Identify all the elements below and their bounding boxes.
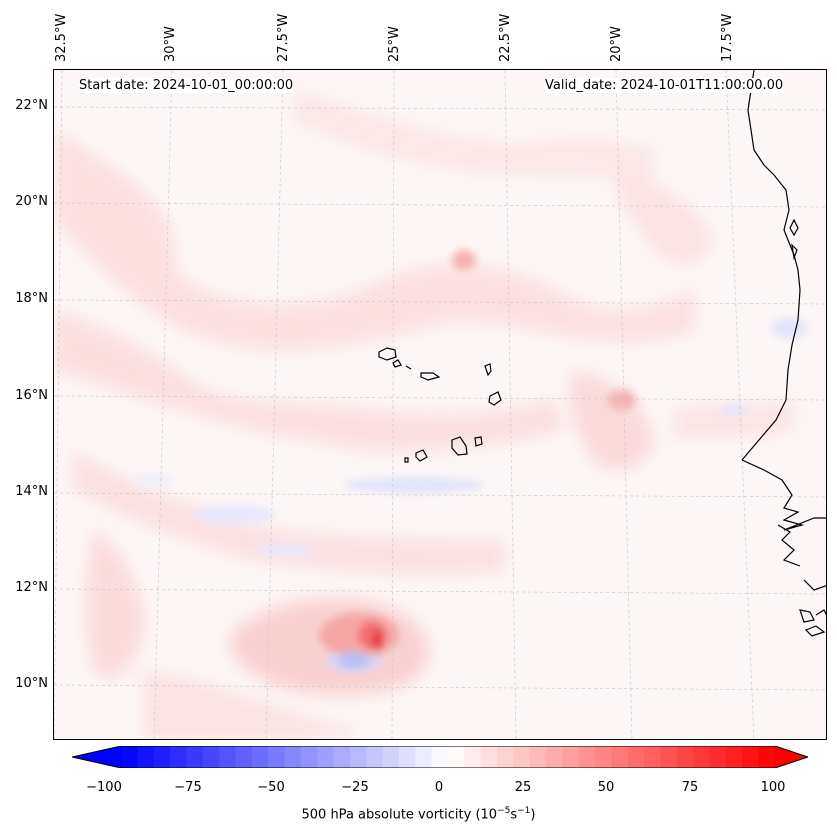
colorbar-level xyxy=(415,746,433,768)
colorbar-level xyxy=(121,746,138,768)
colorbar-level xyxy=(366,746,384,768)
colorbar-level xyxy=(611,746,629,768)
lat-label-22n: 22°N xyxy=(15,98,48,113)
colorbar-level xyxy=(742,746,760,768)
colorbar-level xyxy=(546,746,563,768)
colorbar-level xyxy=(202,746,220,768)
lon-label-30w: 30°W xyxy=(163,26,178,62)
colorbar-level xyxy=(398,746,416,768)
lon-label-25w: 25°W xyxy=(387,26,402,62)
colorbar-left-arrow xyxy=(72,746,121,768)
lon-label-20w: 20°W xyxy=(609,26,624,62)
colorbar-level xyxy=(644,746,662,768)
colorbar-level xyxy=(709,746,727,768)
strong-vorticity-core xyxy=(319,250,636,668)
vorticity-map[interactable] xyxy=(53,69,827,740)
colorbar-level xyxy=(137,746,155,768)
colorbar-level xyxy=(758,746,776,768)
lat-label-12n: 12°N xyxy=(15,580,48,595)
map-canvas xyxy=(54,70,826,739)
lon-label-32-5w: 32.5°W xyxy=(54,13,69,62)
colorbar-tick: −75 xyxy=(174,780,202,795)
colorbar-level xyxy=(562,746,580,768)
colorbar-level xyxy=(676,746,694,768)
colorbar-level xyxy=(349,746,367,768)
lat-label-16n: 16°N xyxy=(15,388,48,403)
colorbar-level xyxy=(186,746,204,768)
colorbar-level xyxy=(333,746,351,768)
colorbar-tick: −50 xyxy=(257,780,285,795)
colorbar-level xyxy=(235,746,253,768)
colorbar-level xyxy=(431,746,449,768)
colorbar-level xyxy=(382,746,400,768)
colorbar-level xyxy=(170,746,187,768)
colorbar-level xyxy=(268,746,285,768)
colorbar-tick: 50 xyxy=(597,780,615,795)
colorbar-level xyxy=(153,746,171,768)
lat-label-14n: 14°N xyxy=(15,484,48,499)
colorbar-level xyxy=(725,746,743,768)
colorbar-right-arrow xyxy=(775,746,808,768)
colorbar-label: 500 hPa absolute vorticity (10−5s−1) xyxy=(301,806,536,823)
lat-label-10n: 10°N xyxy=(15,676,48,691)
colorbar-level xyxy=(497,746,514,768)
colorbar-tick: 75 xyxy=(681,780,699,795)
cape-verde-islands xyxy=(378,347,502,463)
colorbar-level xyxy=(251,746,269,768)
colorbar-level xyxy=(317,746,335,768)
colorbar-level xyxy=(513,746,531,768)
colorbar-tick: 0 xyxy=(434,780,444,795)
colorbar xyxy=(72,746,808,768)
start-date-label: Start date: 2024-10-01_00:00:00 xyxy=(79,78,294,93)
colorbar-level xyxy=(219,746,236,768)
colorbar-level xyxy=(660,746,678,768)
colorbar-level xyxy=(693,746,711,768)
colorbar-segments xyxy=(121,746,776,768)
colorbar-level xyxy=(448,746,465,768)
colorbar-level xyxy=(627,746,645,768)
lon-label-22-5w: 22.5°W xyxy=(498,13,513,62)
colorbar-level xyxy=(529,746,547,768)
lon-label-27-5w: 27.5°W xyxy=(276,13,291,62)
graticule xyxy=(54,70,826,739)
colorbar-level xyxy=(480,746,498,768)
valid-date-label: Valid_date: 2024-10-01T11:00:00.00 xyxy=(545,78,784,93)
colorbar-tick: −100 xyxy=(86,780,122,795)
colorbar-level xyxy=(284,746,302,768)
colorbar-tick: 100 xyxy=(760,780,786,795)
colorbar-tick: −25 xyxy=(341,780,369,795)
lat-label-20n: 20°N xyxy=(15,194,48,209)
colorbar-level xyxy=(595,746,612,768)
lon-label-17-5w: 17.5°W xyxy=(720,13,735,62)
colorbar-level xyxy=(578,746,596,768)
colorbar-level xyxy=(464,746,482,768)
african-coastline xyxy=(741,70,826,637)
lat-label-18n: 18°N xyxy=(15,291,48,306)
colorbar-tick: 25 xyxy=(514,780,532,795)
colorbar-level xyxy=(300,746,318,768)
